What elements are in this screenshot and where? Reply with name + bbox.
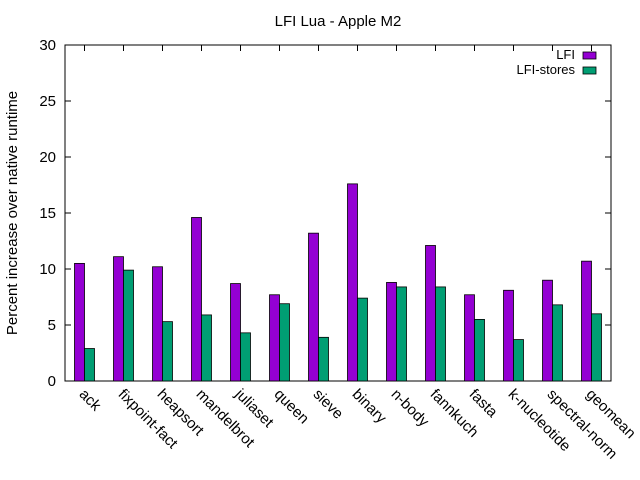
x-tick-label: binary — [349, 386, 390, 427]
bar-lfi-spectral-norm — [542, 279, 553, 382]
y-tick-label: 10 — [39, 261, 56, 278]
bar-lfi-stores-spectral-norm — [552, 304, 563, 382]
bar-lfi-stores-fasta — [474, 318, 485, 382]
y-tick-label: 20 — [39, 149, 56, 166]
bar-lfi-fasta — [464, 294, 475, 382]
bar-lfi-mandelbrot — [191, 217, 202, 382]
bar-lfi-k-nucleotide — [503, 289, 514, 382]
x-tick-label: ack — [76, 386, 105, 415]
y-tick-label: 15 — [39, 205, 56, 222]
bar-lfi-stores-queen — [279, 303, 290, 382]
bar-lfi-fixpoint-fact — [113, 256, 124, 382]
y-tick-label: 30 — [39, 37, 56, 54]
bar-lfi-stores-juliaset — [240, 332, 251, 382]
bar-lfi-n-body — [386, 282, 397, 382]
x-tick-label: n-body — [388, 386, 433, 431]
legend-swatch-lfi — [582, 51, 597, 60]
y-tick-label: 5 — [48, 317, 56, 334]
bar-lfi-stores-mandelbrot — [201, 314, 212, 382]
bar-lfi-sieve — [308, 232, 319, 382]
bar-lfi-fannkuch — [425, 245, 436, 382]
y-axis-label: Percent increase over native runtime — [4, 91, 21, 335]
bar-lfi-geomean — [581, 260, 592, 382]
legend-label-lfi-stores: LFI-stores — [516, 62, 575, 77]
x-tick-label: queen — [271, 386, 313, 428]
bar-lfi-heapsort — [152, 266, 163, 382]
chart-title: LFI Lua - Apple M2 — [275, 13, 402, 30]
bar-lfi-stores-fannkuch — [435, 286, 446, 382]
bar-lfi-queen — [269, 294, 280, 382]
bar-lfi-stores-sieve — [318, 336, 329, 382]
bar-lfi-stores-n-body — [396, 286, 407, 382]
y-tick-label: 0 — [48, 373, 56, 390]
bar-lfi-stores-k-nucleotide — [513, 339, 524, 382]
x-tick-label: sieve — [310, 386, 347, 423]
bar-lfi-stores-fixpoint-fact — [123, 269, 134, 382]
legend-label-lfi: LFI — [556, 47, 575, 62]
bar-lfi-stores-geomean — [591, 313, 602, 382]
bar-lfi-stores-ack — [84, 348, 95, 382]
bar-lfi-binary — [347, 183, 358, 382]
bar-lfi-stores-heapsort — [162, 321, 173, 382]
y-tick-label: 25 — [39, 93, 56, 110]
plot-border — [64, 44, 612, 382]
bar-lfi-stores-binary — [357, 297, 368, 382]
bar-lfi-juliaset — [230, 283, 241, 382]
x-tick-label: fasta — [466, 386, 501, 421]
bar-lfi-ack — [74, 262, 85, 382]
legend-swatch-lfi-stores — [582, 66, 597, 75]
